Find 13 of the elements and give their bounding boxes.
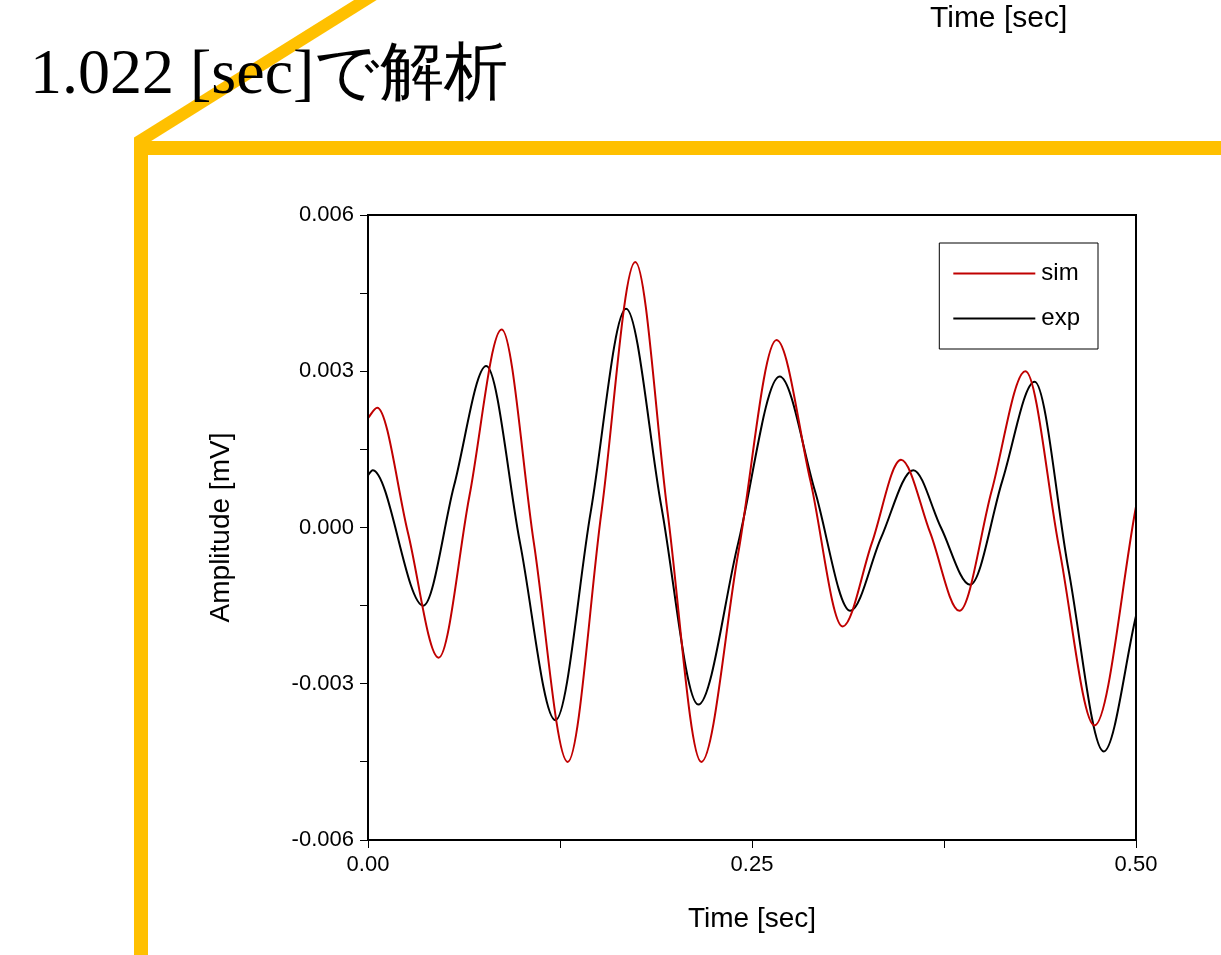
legend-label: exp	[1041, 303, 1081, 331]
x-tick-label: 0.25	[730, 851, 774, 877]
x-tick-label: 0.50	[1114, 851, 1158, 877]
y-tick-label: 0.000	[298, 513, 354, 539]
text: Time [sec]	[930, 0, 1068, 34]
y-tick-label: -0.006	[291, 826, 354, 852]
y-axis-title: Amplitude [mV]	[203, 432, 235, 623]
x-axis-title: Time [sec]	[687, 901, 817, 933]
x-tick-label: 0.00	[346, 851, 390, 877]
legend-label: sim	[1041, 258, 1079, 286]
y-tick-label: 0.006	[298, 201, 354, 227]
y-tick-label: 0.003	[298, 357, 354, 383]
y-tick-label: -0.003	[291, 669, 354, 695]
